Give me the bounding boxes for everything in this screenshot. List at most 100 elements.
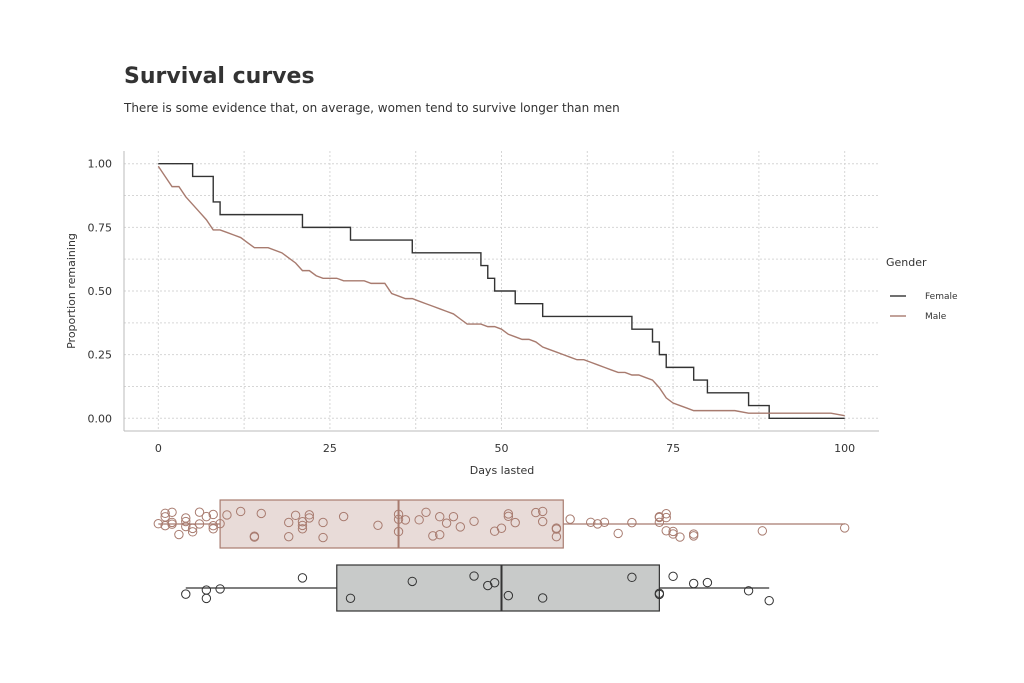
jitter-point [469, 516, 479, 526]
box-iqr [219, 499, 564, 549]
jitter-point [537, 593, 548, 603]
jitter-point [428, 531, 438, 541]
jitter-point [537, 506, 548, 517]
jitter-point [181, 516, 191, 527]
jitter-point [510, 517, 520, 528]
boxplots [153, 499, 850, 612]
jitter-point [592, 519, 603, 529]
axes: 0 25 50 75 100 0.00 0.25 0.50 0.75 1.00 [88, 151, 879, 455]
jitter-point [503, 511, 514, 522]
boxplot-female [181, 564, 774, 612]
jitter-point [222, 510, 232, 520]
jitter-point [551, 531, 562, 542]
jitter-point [256, 508, 266, 519]
x-tick-label: 50 [495, 442, 509, 455]
jitter-point [688, 578, 699, 589]
jitter-point [668, 526, 678, 537]
grid-lines [124, 151, 879, 431]
jitter-point [537, 516, 548, 527]
x-tick-label: 100 [834, 442, 855, 455]
jitter-point [338, 511, 349, 522]
jitter-point [661, 512, 671, 523]
jitter-point [503, 590, 514, 601]
jitter-point [531, 507, 541, 518]
jitter-point [421, 507, 431, 517]
y-tick-label: 1.00 [88, 158, 113, 171]
jitter-point [400, 515, 411, 525]
jitter-point [661, 509, 671, 519]
jitter-point [393, 509, 404, 520]
jitter-point [654, 517, 665, 528]
jitter-point [496, 523, 507, 533]
jitter-point [181, 513, 191, 523]
jitter-point [284, 531, 294, 542]
jitter-point [215, 584, 225, 594]
jitter-point [201, 585, 212, 595]
jitter-point [565, 514, 575, 524]
jitter-point [448, 511, 459, 522]
jitter-point [503, 509, 514, 519]
jitter-point [297, 520, 308, 531]
jitter-point [297, 524, 308, 534]
jitter-point [345, 593, 356, 603]
series-line-female [158, 163, 845, 419]
jitter-point [764, 595, 774, 606]
jitter-point [187, 527, 198, 537]
jitter-point [153, 519, 164, 529]
jitter-point [393, 514, 404, 524]
jitter-point [627, 517, 637, 528]
jitter-point [627, 572, 637, 583]
jitter-point [599, 517, 610, 527]
jitter-point [435, 529, 445, 540]
y-tick-label: 0.00 [88, 412, 113, 425]
legend-label-female: Female [925, 292, 958, 302]
box-iqr [336, 564, 660, 612]
jitter-point [208, 524, 218, 534]
jitter-point [675, 532, 685, 542]
jitter-point [654, 588, 665, 598]
y-tick-label: 0.75 [88, 221, 113, 234]
series-lines [157, 163, 845, 419]
legend: Gender Female Male [886, 256, 958, 322]
jitter-point [290, 510, 301, 521]
jitter-point [688, 529, 699, 539]
jitter-point [483, 580, 493, 591]
legend-title: Gender [886, 256, 927, 269]
chart-subtitle: There is some evidence that, on average,… [124, 101, 620, 115]
jitter-point [489, 578, 500, 588]
x-tick-label: 25 [323, 442, 337, 455]
jitter-point [167, 507, 177, 517]
jitter-point [613, 528, 623, 539]
jitter-point [297, 573, 308, 583]
jitter-point [208, 520, 218, 531]
jitter-point [174, 529, 184, 540]
jitter-point [702, 577, 713, 588]
y-tick-label: 0.25 [88, 349, 113, 362]
jitter-point [160, 512, 170, 522]
series-line-male [157, 165, 845, 417]
legend-label-male: Male [925, 312, 947, 322]
boxplot-male [153, 499, 850, 549]
jitter-point [688, 531, 699, 541]
y-tick-label: 0.50 [88, 285, 113, 298]
jitter-point [318, 517, 328, 528]
jitter-point [167, 519, 177, 529]
jitter-point [318, 532, 328, 543]
jitter-point [839, 523, 850, 533]
x-axis-title: Days lasted [470, 464, 535, 477]
x-tick-label: 0 [155, 442, 162, 455]
jitter-point [757, 526, 768, 536]
jitter-point [455, 522, 466, 532]
jitter-point [414, 515, 424, 525]
jitter-point [668, 571, 678, 582]
jitter-point [215, 518, 225, 529]
jitter-point [393, 526, 404, 537]
y-axis-title: Proportion remaining [65, 233, 78, 349]
jitter-point [373, 520, 383, 531]
jitter-point [194, 519, 205, 529]
jitter-point [435, 512, 445, 522]
jitter-point [586, 517, 596, 527]
jitter-point [304, 513, 315, 523]
jitter-point [407, 576, 417, 587]
